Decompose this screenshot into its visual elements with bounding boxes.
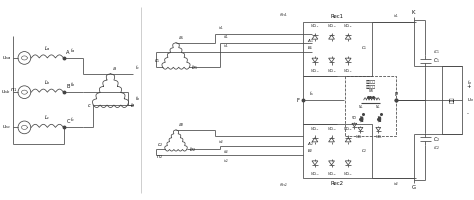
Text: $i_{a}$: $i_{a}$ [70, 46, 75, 55]
Text: $i_{a2}$: $i_{a2}$ [218, 138, 224, 146]
Text: $c$: $c$ [87, 102, 91, 109]
Text: $VD_{11}$: $VD_{11}$ [310, 22, 320, 30]
Text: $i_{Rec1}$: $i_{Rec1}$ [279, 11, 288, 19]
Text: $VD_1$: $VD_1$ [356, 133, 364, 141]
Text: $i_{b}$: $i_{b}$ [70, 80, 76, 89]
Bar [345, 76, 396, 136]
Text: $L_c$: $L_c$ [44, 114, 50, 122]
Text: $a_2$: $a_2$ [178, 121, 185, 129]
Text: $a_1$: $a_1$ [178, 34, 184, 42]
Text: B: B [66, 84, 70, 89]
Text: $i_{c}$: $i_{c}$ [70, 116, 75, 124]
Text: $VD_{16}$: $VD_{16}$ [327, 67, 337, 75]
Text: $C_1$: $C_1$ [361, 45, 368, 52]
Text: $VD_{26}$: $VD_{26}$ [327, 170, 337, 178]
Bar [303, 22, 372, 76]
Text: $i_{b2}$: $i_{b2}$ [223, 148, 229, 156]
Text: $i_{a1}$: $i_{a1}$ [218, 24, 224, 32]
Text: $c_2$: $c_2$ [157, 141, 163, 149]
Text: 负载: 负载 [449, 97, 455, 103]
Text: A: A [66, 50, 70, 55]
Text: $C_1$: $C_1$ [433, 56, 440, 65]
Text: $n_2$: $n_2$ [155, 153, 162, 161]
Text: $C_2$: $C_2$ [361, 148, 368, 155]
Text: $u_{sb}$: $u_{sb}$ [1, 88, 11, 96]
Text: $a$: $a$ [112, 65, 117, 72]
Text: VD: VD [352, 116, 357, 120]
Text: $u_{sa}$: $u_{sa}$ [1, 54, 11, 62]
Text: $i_{c1}$: $i_{c1}$ [223, 43, 229, 50]
Text: $i_c$: $i_c$ [135, 63, 140, 72]
Text: $u_o$: $u_o$ [466, 96, 474, 104]
Text: C: C [66, 119, 70, 124]
Text: 无源谐波
注入电路: 无源谐波 注入电路 [365, 80, 376, 89]
Text: $VD_{22}$: $VD_{22}$ [343, 170, 353, 178]
Text: $C_2$: $C_2$ [433, 135, 440, 144]
Text: $N_5$: $N_5$ [375, 104, 381, 111]
Text: $i_b$: $i_b$ [135, 94, 140, 103]
Text: $L_a$: $L_a$ [44, 44, 50, 53]
Text: $VD_{14}$: $VD_{14}$ [310, 67, 320, 75]
Bar [303, 124, 372, 178]
Text: $VD_{23}$: $VD_{23}$ [327, 125, 337, 133]
Text: $B_2$: $B_2$ [307, 148, 313, 155]
Text: F: F [296, 98, 299, 103]
Text: $i_{c2}$: $i_{c2}$ [223, 157, 229, 165]
Text: $VD_{24}$: $VD_{24}$ [310, 170, 320, 178]
Text: $VD_{21}$: $VD_{21}$ [310, 125, 320, 133]
Text: $i_{Rec2}$: $i_{Rec2}$ [279, 181, 288, 189]
Text: $i_{a2}$: $i_{a2}$ [393, 180, 399, 188]
Text: $A_1$: $A_1$ [307, 38, 314, 45]
Text: $b_1$: $b_1$ [191, 63, 198, 72]
Text: Rec1: Rec1 [331, 14, 344, 19]
Bar [442, 66, 462, 134]
Text: $i_{C2}$: $i_{C2}$ [433, 144, 440, 152]
Text: -: - [466, 111, 468, 116]
Text: $n_1$: $n_1$ [10, 86, 17, 94]
Text: $VD_{25}$: $VD_{25}$ [343, 125, 353, 133]
Text: $i_{C1}$: $i_{C1}$ [433, 48, 440, 56]
Text: $N_5$: $N_5$ [357, 104, 364, 111]
Text: $i_o$: $i_o$ [466, 78, 472, 87]
Text: $L_b$: $L_b$ [44, 78, 50, 87]
Text: $VD_{15}$: $VD_{15}$ [343, 22, 353, 30]
Text: $b_2$: $b_2$ [189, 145, 195, 154]
Text: $i_{a1}$: $i_{a1}$ [393, 12, 399, 20]
Text: $c_1$: $c_1$ [154, 57, 161, 65]
Text: $B_1$: $B_1$ [307, 45, 313, 52]
Text: $VD_{12}$: $VD_{12}$ [343, 67, 353, 75]
Text: $A_2$: $A_2$ [307, 140, 314, 148]
Text: K: K [412, 10, 415, 15]
Text: P: P [394, 92, 398, 97]
Text: $VD_{13}$: $VD_{13}$ [327, 22, 337, 30]
Text: $i_s$: $i_s$ [309, 89, 314, 98]
Text: $u_{sc}$: $u_{sc}$ [1, 123, 11, 131]
Text: $i_{b1}$: $i_{b1}$ [223, 34, 229, 41]
Text: Rec2: Rec2 [331, 181, 344, 186]
Text: $b$: $b$ [130, 101, 135, 109]
Text: $N_4$: $N_4$ [367, 87, 374, 95]
Text: $VD_2$: $VD_2$ [375, 133, 383, 141]
Text: G: G [411, 185, 416, 190]
Text: +: + [466, 84, 471, 89]
